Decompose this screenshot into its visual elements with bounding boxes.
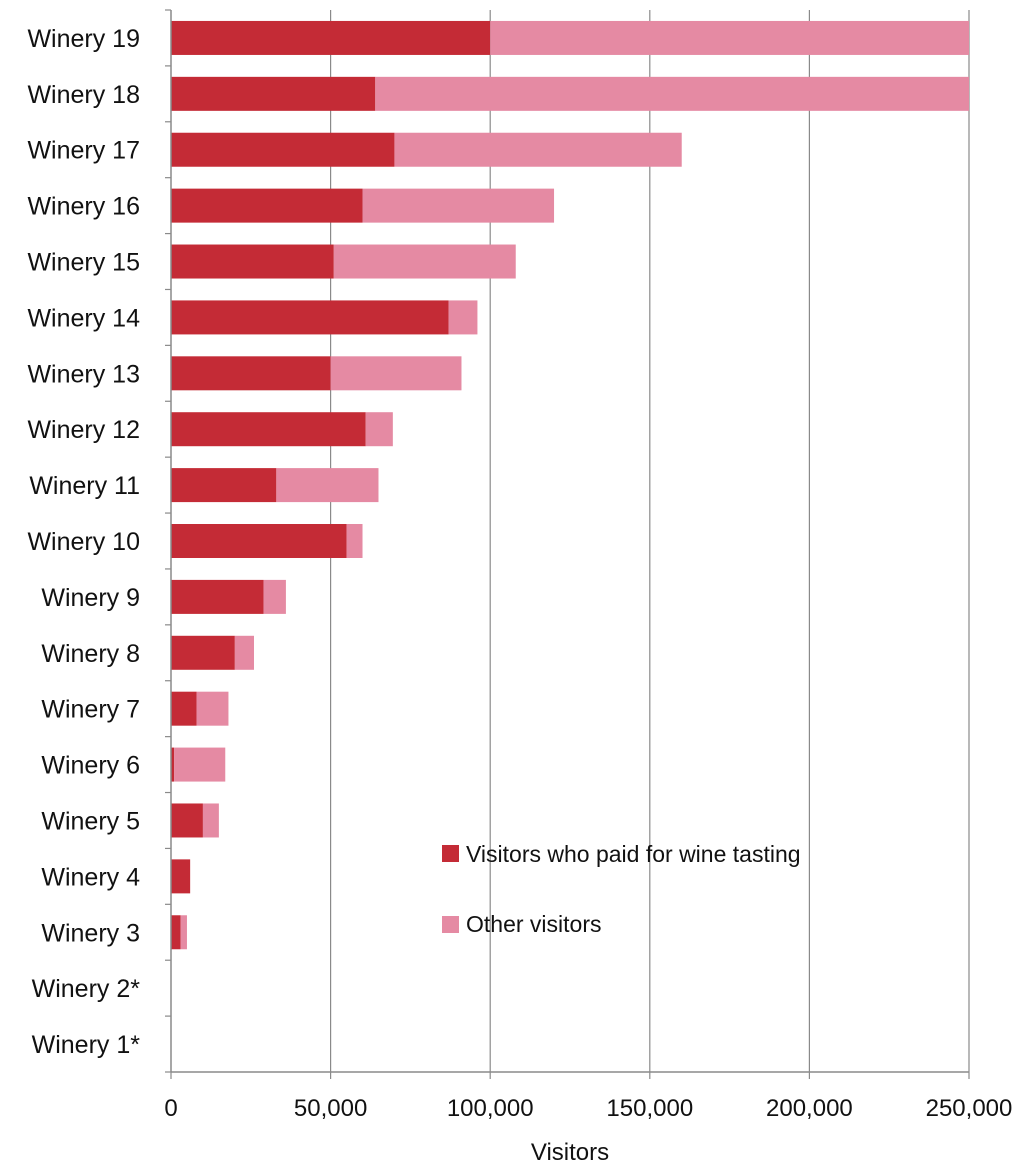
category-label: Winery 3 [41,919,140,947]
x-tick-label: 250,000 [926,1095,1013,1122]
bar-paid-winery-15 [171,244,334,279]
bar-other-winery-8 [234,635,254,670]
bar-paid-winery-14 [171,300,449,335]
bar-other-winery-7 [196,691,229,726]
category-label: Winery 6 [41,752,140,780]
bar-other-winery-9 [263,579,286,614]
bar-other-winery-18 [375,76,970,111]
legend-label-paid: Visitors who paid for wine tasting [466,841,801,867]
bar-paid-winery-11 [171,468,277,503]
category-label: Winery 13 [27,360,140,388]
category-label: Winery 2* [32,975,141,1003]
category-label: Winery 1* [32,1031,141,1059]
bar-other-winery-12 [365,412,393,447]
legend-swatch-other [442,916,459,933]
category-label: Winery 19 [27,25,140,53]
bar-paid-winery-3 [171,915,181,950]
x-tick-label: 100,000 [447,1095,534,1122]
bar-paid-winery-4 [171,859,191,894]
category-label: Winery 15 [27,249,140,277]
bar-paid-winery-17 [171,132,395,167]
category-label: Winery 9 [41,584,140,612]
bar-other-winery-14 [448,300,478,335]
bar-other-winery-5 [202,803,219,838]
bar-paid-winery-13 [171,356,331,391]
legend-swatch-paid [442,845,459,862]
gridlines [330,10,970,1072]
bar-other-winery-13 [330,356,462,391]
category-label: Winery 12 [27,416,140,444]
x-axis-title: Visitors [531,1139,609,1166]
bar-other-winery-3 [180,915,187,950]
axes [165,9,970,1079]
bar-paid-winery-18 [171,76,376,111]
category-label: Winery 10 [27,528,140,556]
category-label: Winery 14 [27,304,140,332]
bar-other-winery-10 [346,524,363,558]
bar-paid-winery-9 [171,579,264,614]
bar-other-winery-15 [333,244,516,279]
x-tick-label: 50,000 [294,1095,367,1122]
x-tick-label: 0 [164,1095,177,1122]
bar-paid-winery-5 [171,803,203,838]
bar-other-winery-11 [276,468,379,503]
bar-other-winery-16 [362,188,555,223]
x-tick-label: 200,000 [766,1095,853,1122]
legend-label-other: Other visitors [466,911,601,937]
bar-other-winery-6 [174,747,226,782]
bar-paid-winery-16 [171,188,363,223]
bar-other-winery-19 [490,20,969,55]
category-label: Winery 16 [27,193,140,221]
category-label: Winery 8 [41,640,140,668]
category-label: Winery 4 [41,863,140,891]
category-label: Winery 5 [41,807,140,835]
bar-paid-winery-7 [171,691,197,726]
bar-paid-winery-6 [171,747,175,782]
category-label: Winery 18 [27,81,140,109]
category-labels: Winery 19 Winery 18 Winery 17 Winery 16 Wine… [27,25,140,1059]
category-label: Winery 11 [29,472,140,500]
bar-paid-winery-19 [171,20,491,55]
bars [171,20,970,950]
legend: Visitors who paid for wine tasting Other… [442,841,801,937]
x-tick-label: 150,000 [606,1095,693,1122]
bar-paid-winery-8 [171,635,235,670]
bar-paid-winery-10 [171,524,347,558]
bar-paid-winery-12 [171,412,366,447]
x-tick-labels: 0 50,000 100,000 150,000 200,000 250,000 [164,1095,1012,1122]
category-label: Winery 17 [27,137,140,165]
bar-other-winery-17 [394,132,682,167]
category-label: Winery 7 [41,696,140,724]
